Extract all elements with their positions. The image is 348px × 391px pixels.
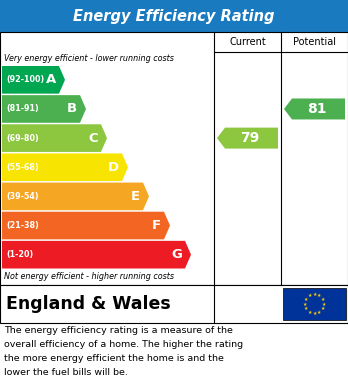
Text: ★: ★ (312, 311, 317, 316)
Text: the more energy efficient the home is and the: the more energy efficient the home is an… (4, 354, 224, 363)
Text: Potential: Potential (293, 37, 336, 47)
Text: (92-100): (92-100) (6, 75, 44, 84)
Bar (283, 288, 346, 320)
Text: (21-38): (21-38) (6, 221, 39, 230)
Polygon shape (284, 99, 345, 120)
Polygon shape (217, 127, 278, 149)
Polygon shape (2, 212, 170, 239)
Text: ★: ★ (321, 297, 325, 302)
Text: ★: ★ (312, 292, 317, 297)
Text: (69-80): (69-80) (6, 134, 39, 143)
Text: ★: ★ (317, 310, 322, 315)
Text: Very energy efficient - lower running costs: Very energy efficient - lower running co… (4, 54, 174, 63)
Polygon shape (2, 124, 107, 152)
Text: C: C (88, 132, 98, 145)
Text: overall efficiency of a home. The higher the rating: overall efficiency of a home. The higher… (4, 340, 243, 349)
Text: lower the fuel bills will be.: lower the fuel bills will be. (4, 368, 128, 377)
Bar (0, 0, 348, 32)
Text: ★: ★ (317, 293, 322, 298)
Polygon shape (2, 183, 149, 210)
Polygon shape (2, 95, 86, 123)
Text: The energy efficiency rating is a measure of the: The energy efficiency rating is a measur… (4, 326, 233, 335)
Bar (0, 32, 348, 285)
Text: ★: ★ (308, 293, 312, 298)
Polygon shape (2, 241, 191, 269)
Text: G: G (171, 248, 182, 261)
Text: ★: ★ (303, 301, 307, 307)
Text: (81-91): (81-91) (6, 104, 39, 113)
Text: B: B (67, 102, 77, 115)
Text: D: D (108, 161, 119, 174)
Text: F: F (152, 219, 161, 232)
Text: (55-68): (55-68) (6, 163, 39, 172)
Text: A: A (46, 74, 56, 86)
Text: E: E (131, 190, 140, 203)
Text: Current: Current (229, 37, 266, 47)
Text: ★: ★ (308, 310, 312, 315)
Text: ★: ★ (322, 301, 326, 307)
Text: ★: ★ (321, 306, 325, 311)
Text: Energy Efficiency Rating: Energy Efficiency Rating (73, 9, 275, 23)
Text: 81: 81 (307, 102, 326, 116)
Text: (1-20): (1-20) (6, 250, 33, 259)
Text: England & Wales: England & Wales (6, 295, 171, 313)
Text: ★: ★ (304, 297, 308, 302)
Text: Not energy efficient - higher running costs: Not energy efficient - higher running co… (4, 272, 174, 281)
Text: (39-54): (39-54) (6, 192, 39, 201)
Polygon shape (2, 66, 65, 93)
Polygon shape (2, 153, 128, 181)
Text: 79: 79 (240, 131, 259, 145)
Bar (0, 285, 348, 323)
Text: ★: ★ (304, 306, 308, 311)
